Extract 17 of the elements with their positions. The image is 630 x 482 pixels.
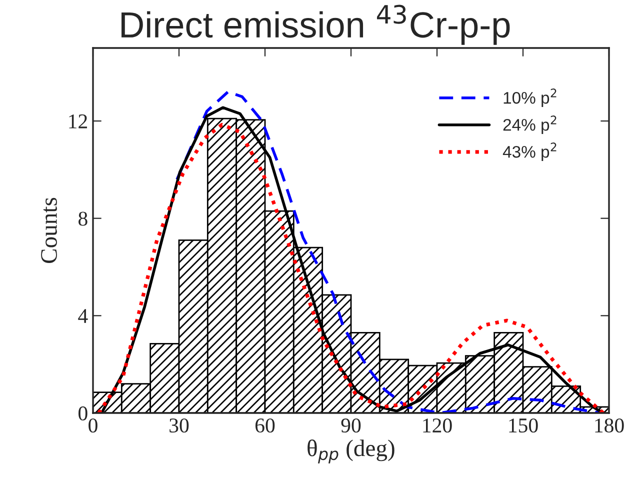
y-tick-label: 4 xyxy=(78,309,88,323)
y-tick-label: 12 xyxy=(69,114,87,128)
legend-label: 43% p$^{2}$ xyxy=(502,142,556,162)
chart-title: Direct emission $^{43}$Cr-p-p xyxy=(122,4,510,45)
x-tick-label: 90 xyxy=(341,418,361,433)
x-tick-label: 60 xyxy=(255,418,275,433)
x-tick-label: 0 xyxy=(88,418,98,433)
y-tick-label: 8 xyxy=(78,212,88,226)
y-axis-title: Counts xyxy=(41,198,57,263)
x-tick-label: 180 xyxy=(595,418,624,433)
x-tick-label: 150 xyxy=(509,418,538,433)
x-axis-title: θ$_{pp}$ (deg) xyxy=(308,440,394,464)
legend-label: 10% p$^{2}$ xyxy=(504,88,556,108)
y-tick-label: 0 xyxy=(78,406,88,420)
x-tick-label: 30 xyxy=(170,418,189,433)
legend-label: 24% p$^{2}$ xyxy=(503,116,556,134)
x-tick-label: 120 xyxy=(423,418,452,433)
